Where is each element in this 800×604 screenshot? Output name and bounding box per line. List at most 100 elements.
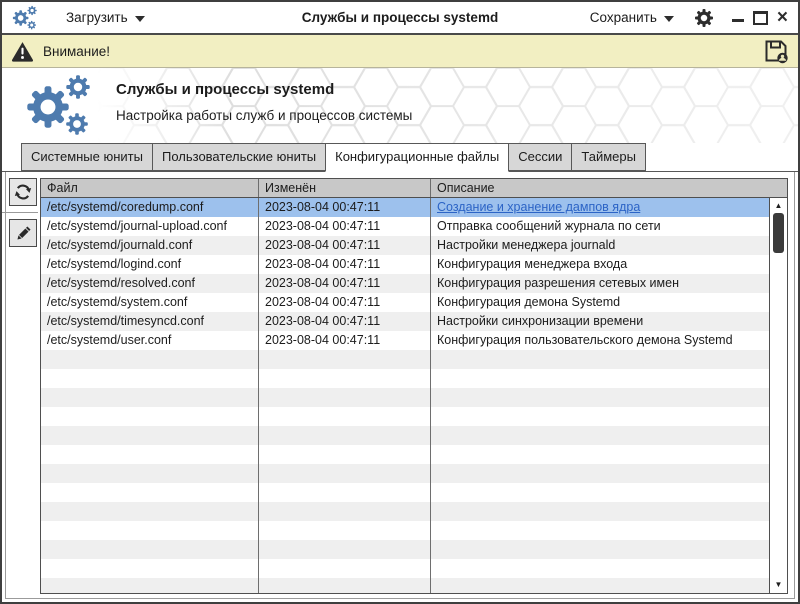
cell-file	[41, 578, 259, 593]
cell-file: /etc/systemd/journald.conf	[41, 236, 259, 255]
refresh-icon	[14, 184, 32, 200]
settings-gear-icon[interactable]	[694, 8, 714, 28]
cell-modified: 2023-08-04 00:47:11	[259, 293, 431, 312]
cell-description	[431, 464, 769, 483]
edit-button[interactable]	[9, 219, 37, 247]
table-row[interactable]: /etc/systemd/user.conf 2023-08-04 00:47:…	[41, 331, 769, 350]
warning-triangle-icon	[11, 41, 34, 62]
cell-file: /etc/systemd/coredump.conf	[41, 198, 259, 217]
table-row-empty	[41, 445, 769, 464]
scrollbar-thumb[interactable]	[773, 213, 784, 253]
vertical-scrollbar[interactable]: ▲ ▼	[769, 198, 787, 593]
cell-modified: 2023-08-04 00:47:11	[259, 217, 431, 236]
table-row-empty	[41, 369, 769, 388]
cell-modified: 2023-08-04 00:47:11	[259, 236, 431, 255]
pencil-icon	[16, 225, 31, 240]
description-link[interactable]: Создание и хранение дампов ядра	[437, 200, 641, 214]
table-body: /etc/systemd/coredump.conf 2023-08-04 00…	[41, 198, 769, 593]
save-button[interactable]: Сохранить	[586, 7, 678, 28]
table-row[interactable]: /etc/systemd/journald.conf 2023-08-04 00…	[41, 236, 769, 255]
cell-file: /etc/systemd/logind.conf	[41, 255, 259, 274]
tab-2[interactable]: Пользовательские юниты	[151, 143, 327, 171]
toolbar-separator	[2, 212, 38, 213]
scroll-down-icon[interactable]: ▼	[774, 580, 783, 589]
table-row[interactable]: /etc/systemd/logind.conf 2023-08-04 00:4…	[41, 255, 769, 274]
warning-bar: Внимание!	[2, 35, 798, 68]
cell-file	[41, 483, 259, 502]
cell-description	[431, 502, 769, 521]
tabbar: Системные юниты Пользовательские юниты Кон…	[2, 143, 798, 172]
table-row[interactable]: /etc/systemd/system.conf 2023-08-04 00:4…	[41, 293, 769, 312]
cell-modified	[259, 464, 431, 483]
table-row[interactable]: /etc/systemd/timesyncd.conf 2023-08-04 0…	[41, 312, 769, 331]
cell-file: /etc/systemd/user.conf	[41, 331, 259, 350]
column-header-file[interactable]: Файл	[41, 179, 259, 197]
table-row-empty	[41, 464, 769, 483]
table-row-empty	[41, 483, 769, 502]
side-toolbar	[2, 178, 38, 247]
minimize-button[interactable]	[731, 19, 744, 22]
table-row-empty	[41, 502, 769, 521]
table-row[interactable]: /etc/systemd/coredump.conf 2023-08-04 00…	[41, 198, 769, 217]
scroll-up-icon[interactable]: ▲	[774, 201, 783, 210]
table-row[interactable]: /etc/systemd/journal-upload.conf 2023-08…	[41, 217, 769, 236]
cell-file	[41, 426, 259, 445]
gears-logo	[27, 75, 90, 135]
cell-description: Создание и хранение дампов ядра	[431, 198, 769, 217]
cell-description	[431, 445, 769, 464]
load-button[interactable]: Загрузить	[62, 7, 149, 28]
cell-file	[41, 445, 259, 464]
cell-description	[431, 483, 769, 502]
table-row-empty	[41, 350, 769, 369]
table-row-empty	[41, 407, 769, 426]
cell-file: /etc/systemd/journal-upload.conf	[41, 217, 259, 236]
cell-file	[41, 464, 259, 483]
cell-file	[41, 388, 259, 407]
cell-description	[431, 578, 769, 593]
cell-description	[431, 540, 769, 559]
content-panel: Файл Изменён Описание /etc/systemd/cored…	[2, 171, 798, 602]
save-button-label: Сохранить	[589, 10, 657, 25]
refresh-button[interactable]	[9, 178, 37, 206]
table-row-empty	[41, 521, 769, 540]
tab-3[interactable]: Конфигурационные файлы	[325, 143, 510, 172]
table-row[interactable]: /etc/systemd/resolved.conf 2023-08-04 00…	[41, 274, 769, 293]
cell-description	[431, 521, 769, 540]
cell-modified	[259, 521, 431, 540]
cell-modified: 2023-08-04 00:47:11	[259, 331, 431, 350]
cell-description: Конфигурация пользовательского демона Sy…	[437, 333, 733, 347]
cell-file	[41, 350, 259, 369]
config-files-table: Файл Изменён Описание /etc/systemd/cored…	[40, 178, 788, 594]
table-row-empty	[41, 540, 769, 559]
table-row-empty	[41, 426, 769, 445]
cell-description	[431, 350, 769, 369]
close-button[interactable]: ×	[776, 6, 788, 28]
cell-modified	[259, 559, 431, 578]
page-subtitle: Настройка работы служб и процессов систе…	[116, 108, 413, 123]
cell-file	[41, 369, 259, 388]
column-header-modified[interactable]: Изменён	[259, 179, 431, 197]
cell-file: /etc/systemd/system.conf	[41, 293, 259, 312]
cell-file: /etc/systemd/timesyncd.conf	[41, 312, 259, 331]
cell-modified	[259, 502, 431, 521]
cell-modified: 2023-08-04 00:47:11	[259, 255, 431, 274]
page-title: Службы и процессы systemd	[116, 81, 335, 98]
cell-description	[431, 369, 769, 388]
floppy-save-icon[interactable]	[763, 38, 789, 64]
app-gears-icon	[12, 5, 37, 29]
cell-description: Конфигурация демона Systemd	[437, 295, 621, 309]
cell-modified	[259, 483, 431, 502]
cell-modified	[259, 388, 431, 407]
maximize-button[interactable]	[752, 10, 768, 25]
cell-modified	[259, 426, 431, 445]
tab-4[interactable]: Сессии	[508, 143, 573, 171]
column-header-description[interactable]: Описание	[437, 181, 495, 195]
tab-5[interactable]: Таймеры	[571, 143, 646, 171]
tab-1[interactable]: Системные юниты	[21, 143, 153, 171]
cell-file	[41, 559, 259, 578]
cell-description	[431, 407, 769, 426]
cell-modified	[259, 578, 431, 593]
chevron-down-icon	[663, 15, 674, 22]
load-button-label: Загрузить	[66, 10, 128, 25]
